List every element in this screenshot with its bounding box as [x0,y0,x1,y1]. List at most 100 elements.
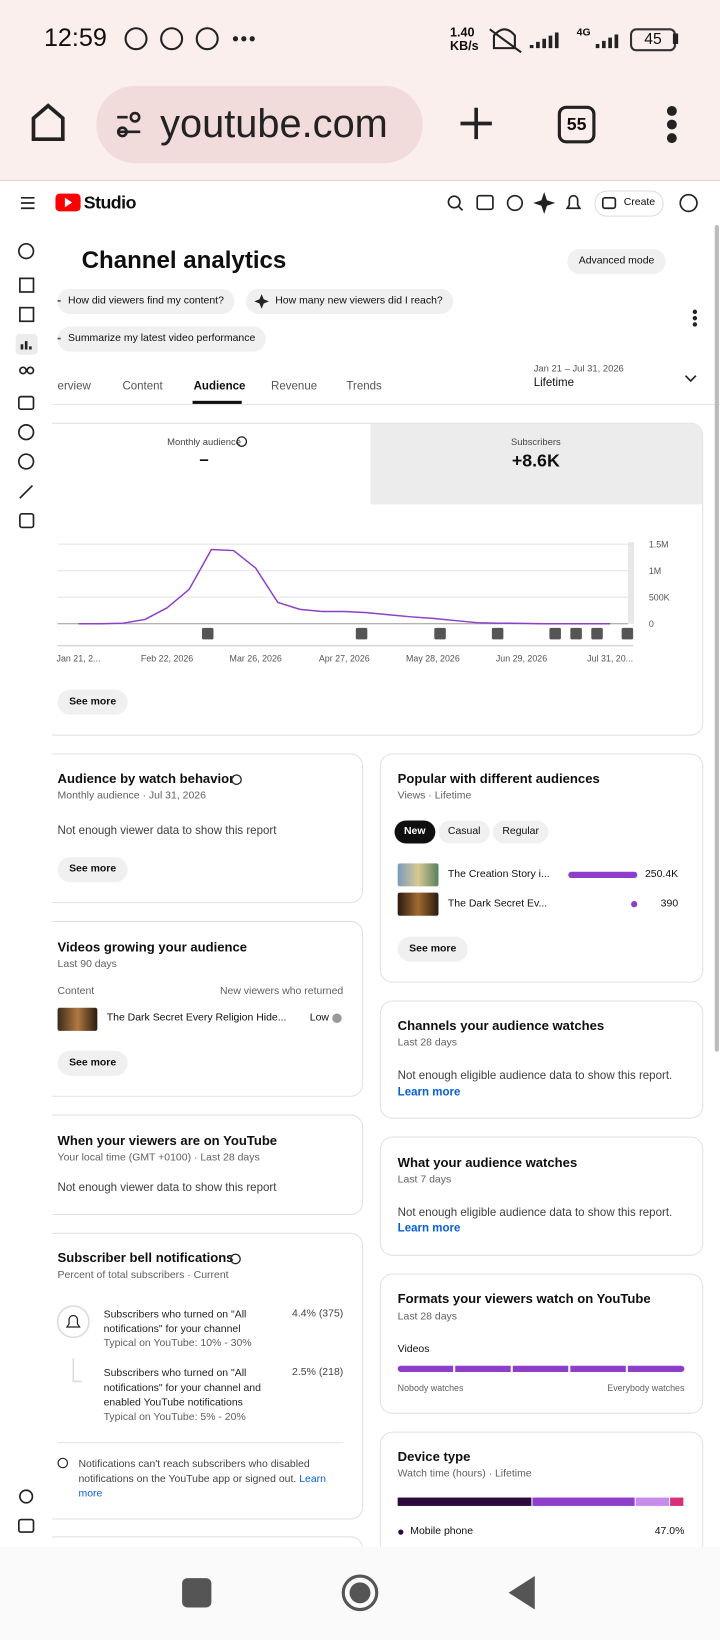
x-tick-label: Mar 26, 2026 [230,653,282,663]
see-more[interactable]: See more [57,1050,128,1076]
prompt-chip[interactable]: How did viewers find my content? [57,288,235,314]
card-title: Device type [397,1449,471,1465]
device-segment [532,1497,635,1506]
level: Low [309,1011,329,1024]
clock: 12:59 [43,24,107,53]
see-more[interactable]: See more [57,689,128,715]
metrics-card [41,422,704,736]
brand: Studio [83,192,137,213]
audience-chip[interactable]: New [394,820,435,844]
device-segment [670,1497,684,1506]
card-title: Subscriber bell notifications [57,1250,234,1266]
audience-chip[interactable]: Casual [438,820,490,844]
metric-value: +8.6K [511,451,560,471]
card-subtitle: Monthly audience · Jul 31, 2026 [57,790,206,802]
bell-value: 4.4% (375) [292,1308,344,1320]
prompt-chip[interactable]: Summarize my latest video performance [57,326,266,352]
page-title: Channel analytics [81,245,287,274]
play-markers [201,627,634,640]
scrollbar [714,225,719,1052]
x-tick-label: May 28, 2026 [406,653,460,663]
line [78,548,611,625]
tab[interactable]: Revenue [271,379,318,393]
format-label: Videos [397,1343,430,1356]
card-subtitle: Last 28 days [397,1311,458,1323]
card-message: Not enough eligible audience data to sho… [397,1069,673,1083]
views: 390 [660,897,679,910]
tab-active[interactable]: Audience [193,379,246,393]
card-title: Channels your audience watches [397,1018,605,1033]
nav-buttons[interactable] [182,1574,535,1612]
prompt-chip[interactable]: How many new viewers did I reach? [245,288,454,314]
card-title: Popular with different audiences [397,771,600,786]
legend-name: Mobile phone [410,1525,474,1538]
create-label: Create [623,196,656,209]
bell-note: Notifications can't reach subscribers wh… [78,1458,340,1502]
card [379,1431,704,1547]
create-button[interactable] [594,190,664,217]
net-speed: 1.40 [450,25,475,40]
bell-row: Subscribers who turned on "All notificat… [103,1309,247,1336]
column-header: New viewers who returned [219,985,344,998]
card-title: When your viewers are on YouTube [57,1133,278,1149]
period[interactable]: Lifetime [533,376,575,390]
learn-more[interactable]: Learn more [78,1473,326,1500]
video-title[interactable]: The Creation Story i... [447,868,550,881]
learn-more[interactable]: Learn more [397,1222,461,1235]
card [41,1114,364,1216]
browser-icons [31,103,677,144]
y-tick-label: 500K [649,592,670,602]
divider [57,1442,344,1444]
url-bar[interactable] [96,85,423,164]
x-tick-label: Jul 31, 20... [587,653,633,663]
learn-more[interactable]: Learn more [397,1086,461,1099]
metric-value: – [199,451,209,469]
card-title: What your audience watches [397,1155,578,1171]
divider [52,403,720,406]
studio-icons [18,192,698,1533]
card [41,1232,364,1520]
device-segment [397,1497,532,1506]
views: 250.4K [644,868,679,881]
scale-high: Everybody watches [607,1382,685,1393]
bell-value: 2.5% (218) [292,1366,344,1379]
audience-chip[interactable]: Regular [492,820,549,844]
tab[interactable]: erview [57,379,91,393]
card [379,1136,704,1256]
x-tick-label: Jan 21, 2... [57,653,101,663]
legend-dot [398,1529,404,1535]
date-range: Jan 21 – Jul 31, 2026 [533,363,624,374]
card-subtitle: Last 90 days [57,958,117,971]
column-header: Content [57,985,95,998]
video-title[interactable]: The Dark Secret Every Religion Hide... [106,1011,287,1024]
y-tick-label: 0 [649,619,654,629]
card-subtitle: Views · Lifetime [397,790,472,802]
thumbnail [57,1007,98,1031]
x-tick-label: Jun 29, 2026 [496,653,547,663]
see-more[interactable]: See more [397,936,468,962]
see-more[interactable]: See more [57,857,128,883]
card [379,1000,704,1119]
x-tick-label: Feb 22, 2026 [141,653,193,663]
tab-underline [192,400,242,404]
scale-low: Nobody watches [397,1382,464,1393]
network-type: 4G [576,27,591,39]
tab[interactable]: Trends [346,379,382,393]
card-message: Not enough eligible audience data to sho… [397,1206,673,1220]
card-title: Formats your viewers watch on YouTube [397,1291,651,1307]
card-message: Not enough viewer data to show this repo… [57,824,277,838]
video-title[interactable]: The Dark Secret Ev... [447,897,548,910]
metric-label: Monthly audience [167,436,241,447]
metric-selected [370,423,703,505]
bell-typical: Typical on YouTube: 10% - 30% [103,1337,252,1349]
tab[interactable]: Content [122,379,163,393]
bell-typical: Typical on YouTube: 5% - 20% [103,1411,246,1424]
device-segment [635,1497,670,1506]
chart-edge [627,542,635,624]
advanced-mode[interactable]: Advanced mode [567,249,666,275]
tab-count[interactable]: 55 [557,105,596,144]
net-unit: KB/s [450,38,479,54]
